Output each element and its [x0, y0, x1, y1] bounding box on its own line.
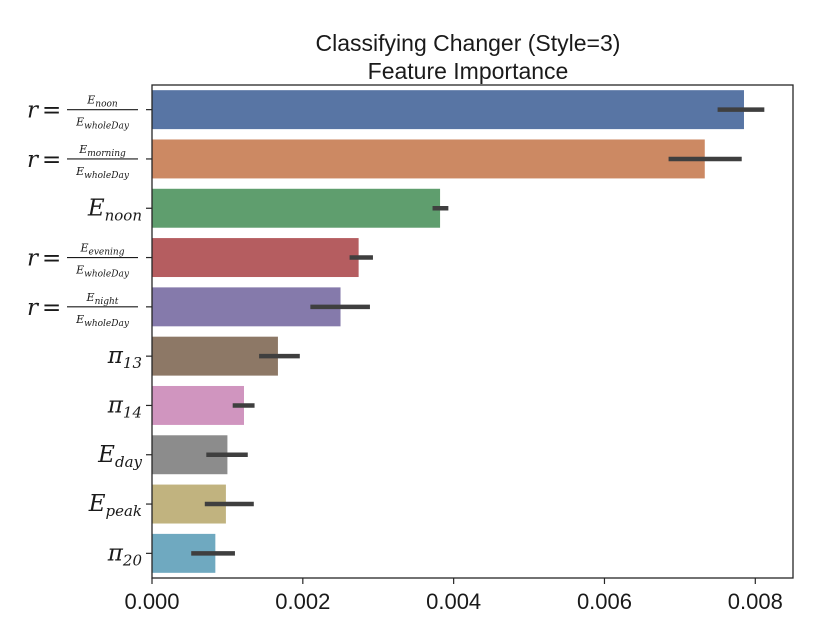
fraction-numerator: Eevening: [79, 242, 124, 258]
y-tick-label-1: r = Emorning EwholeDay: [27, 143, 138, 181]
equals-sign: =: [42, 147, 61, 173]
numerator-subscript: morning: [87, 149, 126, 159]
chart-title-line-2: Feature Importance: [368, 58, 569, 84]
denominator-subscript: wholeDay: [84, 270, 130, 280]
y-tick-label-9: π20: [107, 540, 143, 569]
numerator-subscript: evening: [89, 248, 125, 258]
x-tick-label-4: 0.008: [728, 589, 783, 614]
y-tick-label-7: Eday: [97, 442, 142, 471]
x-tick-label-3: 0.006: [577, 589, 632, 614]
symbol-label: Enoon: [87, 195, 142, 224]
symbol-subscript: 20: [122, 551, 143, 569]
chart-title: Classifying Changer (Style=3) Feature Im…: [316, 30, 621, 84]
y-tick-label-5: π13: [107, 343, 142, 372]
ratio-prefix: r =: [27, 295, 61, 321]
symbol-subscript: 14: [123, 403, 142, 421]
denominator-subscript: wholeDay: [84, 122, 130, 132]
bar-3: [152, 238, 359, 278]
y-tick-label-6: π14: [107, 392, 142, 421]
bar-2: [152, 188, 441, 228]
fraction-numerator: Emorning: [78, 143, 126, 159]
error-bars-layer: [191, 107, 765, 556]
symbol-label: π14: [107, 392, 142, 421]
y-axis: r = Enoon EwholeDay r = Emorning EwholeDay Enoon…: [27, 94, 152, 569]
fraction-denominator: EwholeDay: [75, 313, 130, 329]
x-tick-label-2: 0.004: [426, 589, 481, 614]
plot-area-frame: [151, 84, 794, 579]
equals-sign: =: [42, 98, 61, 124]
symbol-label: π13: [107, 343, 142, 372]
symbol-subscript: peak: [105, 502, 142, 520]
symbol-label: π20: [107, 540, 143, 569]
fraction-numerator: Enight: [86, 291, 119, 307]
bar-4: [152, 287, 341, 327]
numerator-subscript: night: [95, 297, 119, 307]
fraction-denominator: EwholeDay: [75, 116, 130, 132]
symbol-subscript: noon: [105, 206, 142, 224]
denominator-subscript: wholeDay: [84, 319, 130, 329]
ratio-prefix: r =: [27, 246, 61, 272]
bars-layer: [152, 90, 744, 573]
fraction-denominator: EwholeDay: [75, 165, 130, 181]
y-tick-label-8: Epeak: [88, 491, 142, 520]
fraction-numerator: Enoon: [86, 94, 118, 110]
fraction-denominator: EwholeDay: [75, 264, 130, 280]
chart-title-line-1: Classifying Changer (Style=3): [316, 30, 621, 56]
bar-1: [152, 139, 705, 179]
symbol-label: Eday: [97, 442, 142, 471]
ratio-prefix: r =: [27, 147, 61, 173]
ratio-prefix: r =: [27, 98, 61, 124]
x-tick-label-0: 0.000: [124, 589, 179, 614]
symbol-label: Epeak: [88, 491, 142, 520]
equals-sign: =: [42, 246, 61, 272]
y-tick-label-2: Enoon: [87, 195, 142, 224]
numerator-subscript: noon: [95, 100, 118, 110]
y-tick-label-4: r = Enight EwholeDay: [27, 291, 138, 329]
y-tick-label-0: r = Enoon EwholeDay: [27, 94, 138, 132]
symbol-subscript: 13: [123, 354, 142, 372]
bar-5: [152, 336, 278, 376]
denominator-subscript: wholeDay: [84, 171, 130, 181]
x-axis: 0.000 0.002 0.004 0.006 0.008: [124, 578, 783, 614]
x-tick-label-1: 0.002: [275, 589, 330, 614]
symbol-subscript: day: [115, 453, 143, 471]
y-tick-label-3: r = Eevening EwholeDay: [27, 242, 138, 280]
bar-0: [152, 90, 744, 130]
equals-sign: =: [42, 295, 61, 321]
bar-6: [152, 385, 245, 425]
